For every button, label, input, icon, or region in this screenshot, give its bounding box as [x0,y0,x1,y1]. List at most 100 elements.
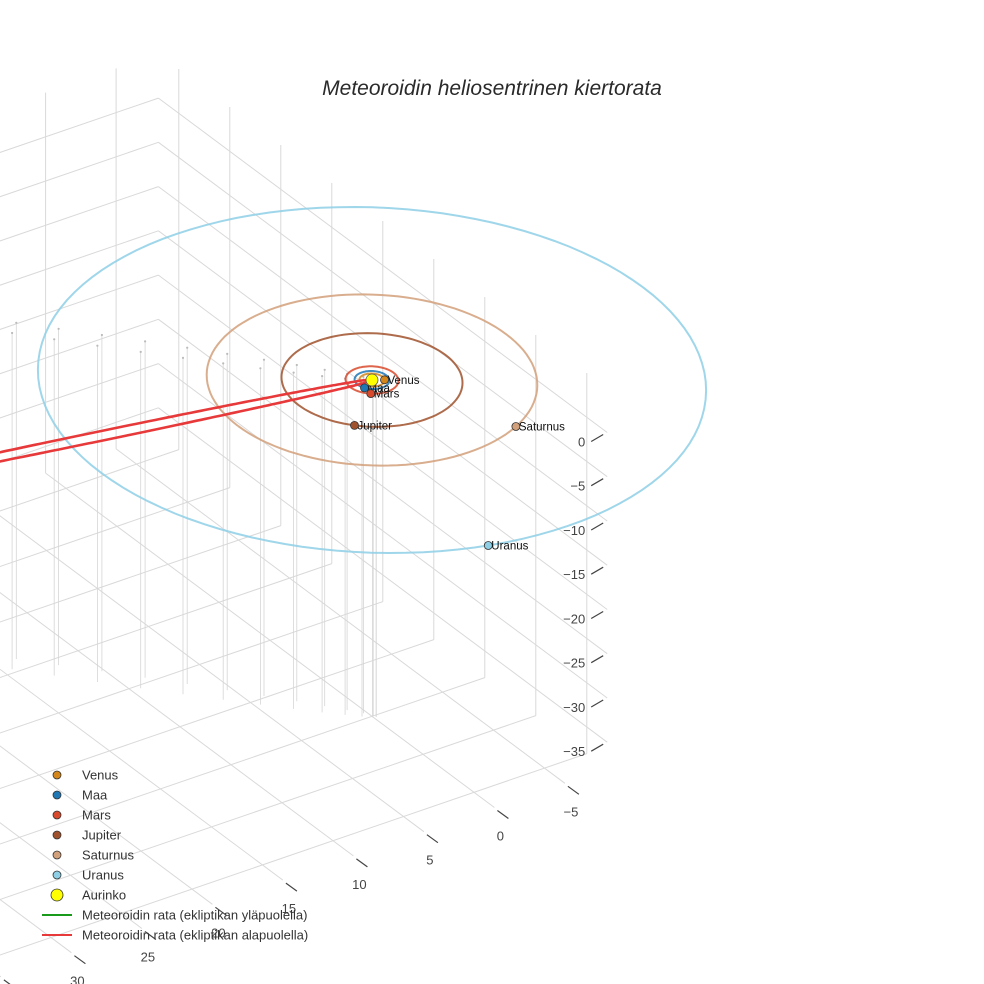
drop-line-top [144,340,147,343]
grid-line-z-wall-b [0,97,159,153]
planet-marker-mars [366,389,376,399]
grid-line-x-floor [0,591,354,857]
grid-line-z-wall-a [158,186,608,522]
x-tick-label: 5 [426,853,433,868]
legend-item-label[interactable]: Aurinko [82,888,126,903]
planet-label-saturnus: Saturnus [519,422,565,434]
x-tick-mark [567,785,580,795]
legend-item-label[interactable]: Jupiter [82,828,122,843]
legend-item-label[interactable]: Uranus [82,868,124,883]
axis-ticks: 0−5−10−15−20−25−30−35−505101520253035−30… [3,433,604,984]
drop-lines [11,321,378,718]
drop-line-top [323,368,326,371]
drop-line-top [222,362,225,365]
legend[interactable]: Venus Maa Mars Jupiter Saturnus Uranus Aurinko… [42,768,308,943]
orbit-jupiter [280,332,464,428]
grid [0,68,608,978]
grid-line-z-wall-a [158,318,608,655]
x-tick-mark [3,979,11,984]
drop-line-top [186,346,189,349]
x-tick-label: 15 [282,901,296,916]
planet-marker-venus [380,375,389,385]
drop-line-top [15,321,18,324]
x-tick-mark [497,810,509,819]
grid-line-z-wall-b [0,274,159,330]
grid-line-z-wall-a [158,141,608,478]
x-tick-label: 10 [352,877,366,892]
grid-line-z-wall-a [158,363,608,699]
planet-marker-saturnus [511,422,521,431]
grid-line-z-wall-b [0,363,159,419]
x-tick-label: 20 [211,925,225,940]
x-tick-label: 25 [141,950,155,965]
legend-marker-swatch [52,850,62,860]
legend-item-label[interactable]: Mars [82,808,111,823]
z-tick-label: −15 [563,567,585,582]
meteoroid-orbit-below-line [0,378,378,463]
grid-line-z-wall-b [0,318,159,375]
grid-line-y-floor [0,677,485,845]
planet-label-uranus: Uranus [491,541,528,553]
grid-line-x-floor [0,822,143,929]
z-tick-label: −20 [563,612,585,627]
grid-line-y-floor [0,525,281,623]
drop-line-top [100,333,103,337]
grid-line-y-floor [0,639,434,790]
z-tick-mark [590,610,604,620]
planet-marker-maa [360,383,369,393]
z-tick-mark [590,522,604,531]
drop-line-top [262,358,266,361]
grid-line-x-floor [0,898,72,954]
sun-marker [365,373,379,387]
z-tick-label: 0 [578,435,585,450]
grid-line-y-floor [0,753,587,956]
grid-line-z-wall-a [158,97,608,433]
drop-line-top [57,327,60,330]
planet-orbits [36,205,708,555]
grid-line-z-wall-b [0,141,159,198]
planet-label-mars: Mars [374,389,400,401]
drop-line-top [259,367,262,370]
drop-line-top [321,375,324,378]
x-tick-mark [356,858,368,868]
drop-line-top [226,352,229,355]
legend-item-label[interactable]: Venus [82,768,119,783]
drop-line-top [11,331,14,335]
grid-line-y-floor [0,449,179,512]
legend-marker-swatch [52,790,62,800]
z-tick-label: −35 [563,744,585,759]
x-tick-label: 30 [70,974,84,984]
grid-line-y-floor [0,715,536,901]
z-tick-label: −10 [563,523,585,538]
chart-title: Meteoroidin heliosentrinen kiertorata [322,77,662,100]
legend-item-label[interactable]: Meteoroidin rata (ekliptikan alapuolella… [82,928,308,943]
x-tick-mark [144,931,157,940]
z-tick-label: −30 [563,700,585,715]
meteoroid-orbit [0,378,378,463]
drop-line-top [295,363,298,367]
drop-line-top [362,375,365,379]
grid-line-y-floor [0,563,332,679]
legend-marker-swatch [52,770,62,780]
grid-line-z-wall-b [0,186,159,242]
legend-item-label[interactable]: Meteoroidin rata (ekliptikan yläpuolella… [82,908,307,923]
legend-marker-swatch [52,830,62,840]
grid-line-x-floor [0,745,213,905]
legend-marker-swatch [52,810,62,820]
z-tick-label: −5 [570,479,585,494]
legend-item-label[interactable]: Saturnus [82,848,135,863]
z-tick-mark [590,478,604,487]
x-tick-label: −5 [563,804,578,819]
legend-item-label[interactable]: Maa [82,788,108,803]
drop-line-top [292,371,295,374]
grid-line-x-floor [0,975,2,978]
orbit-uranus [36,205,708,555]
z-tick-mark [590,743,604,752]
grid-line-z-wall-b [0,230,159,286]
drop-line-top [53,338,56,341]
x-tick-mark [74,955,86,965]
orbit-maa [353,370,391,390]
planet-label-jupiter: Jupiter [358,420,393,432]
